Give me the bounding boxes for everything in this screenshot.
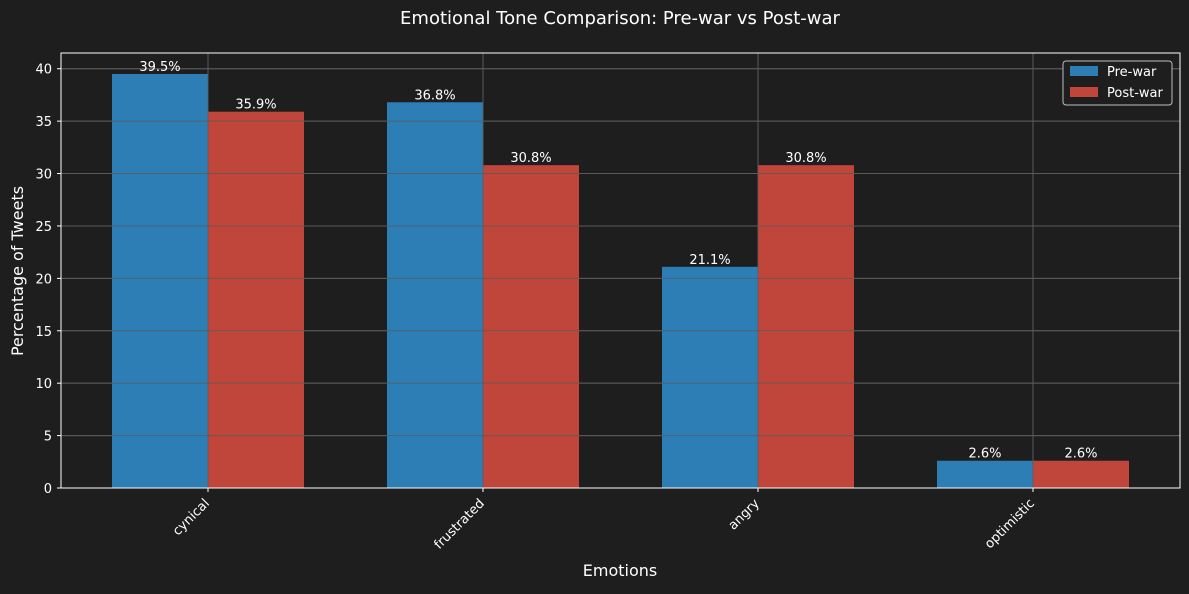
legend-swatch-post-war [1070,87,1098,97]
axes [57,52,1181,492]
x-tick-label-frustrated: frustrated [431,496,487,552]
data-label: 30.8% [785,151,826,166]
chart-title: Emotional Tone Comparison: Pre-war vs Po… [400,8,841,29]
y-tick-label: 30 [35,168,52,183]
data-labels: 39.5% 36.8% 21.1% 2.6% 35.9% 30.8% 30.8% 2.6% [139,53,1098,488]
x-axis-label: Emotions [583,561,657,580]
y-axis-label: Percentage of Tweets [8,186,27,356]
bar-pre-war-angry [662,266,758,488]
bar-post-war-angry [758,165,854,489]
bar-post-war-cynical [208,111,304,488]
bars [61,68,1180,489]
data-label: 2.6% [1064,447,1097,462]
y-tick-label: 5 [44,430,52,445]
y-tick-label: 40 [35,63,52,78]
y-tick-label: 20 [35,272,52,287]
y-tick-label: 10 [35,377,52,392]
y-tick-label: 35 [35,115,52,130]
bar-pre-war-optimistic [937,460,1033,488]
bar-post-war-frustrated [483,165,579,489]
y-tick-label: 0 [44,482,52,497]
legend-label-pre-war: Pre-war [1107,65,1157,80]
y-tick-label: 25 [35,220,52,235]
plot-frame [60,52,1181,489]
legend-swatch-pre-war [1070,66,1098,76]
legend-label-post-war: Post-war [1107,86,1163,101]
bar-pre-war-frustrated [387,102,483,488]
data-label: 21.1% [689,253,730,268]
data-label: 30.8% [510,151,551,166]
x-tick-label-angry: angry [726,496,763,533]
y-tick-label: 15 [35,325,52,340]
bar-pre-war-cynical [112,73,208,488]
data-label: 39.5% [139,60,180,75]
data-label: 35.9% [235,98,276,113]
x-tick-label-optimistic: optimistic [982,496,1038,552]
data-label: 36.8% [414,88,455,103]
x-tick-label-cynical: cynical [170,496,213,539]
data-label: 2.6% [968,447,1001,462]
bar-post-war-optimistic [1033,460,1129,488]
legend: Pre-war Post-war [1062,60,1173,106]
